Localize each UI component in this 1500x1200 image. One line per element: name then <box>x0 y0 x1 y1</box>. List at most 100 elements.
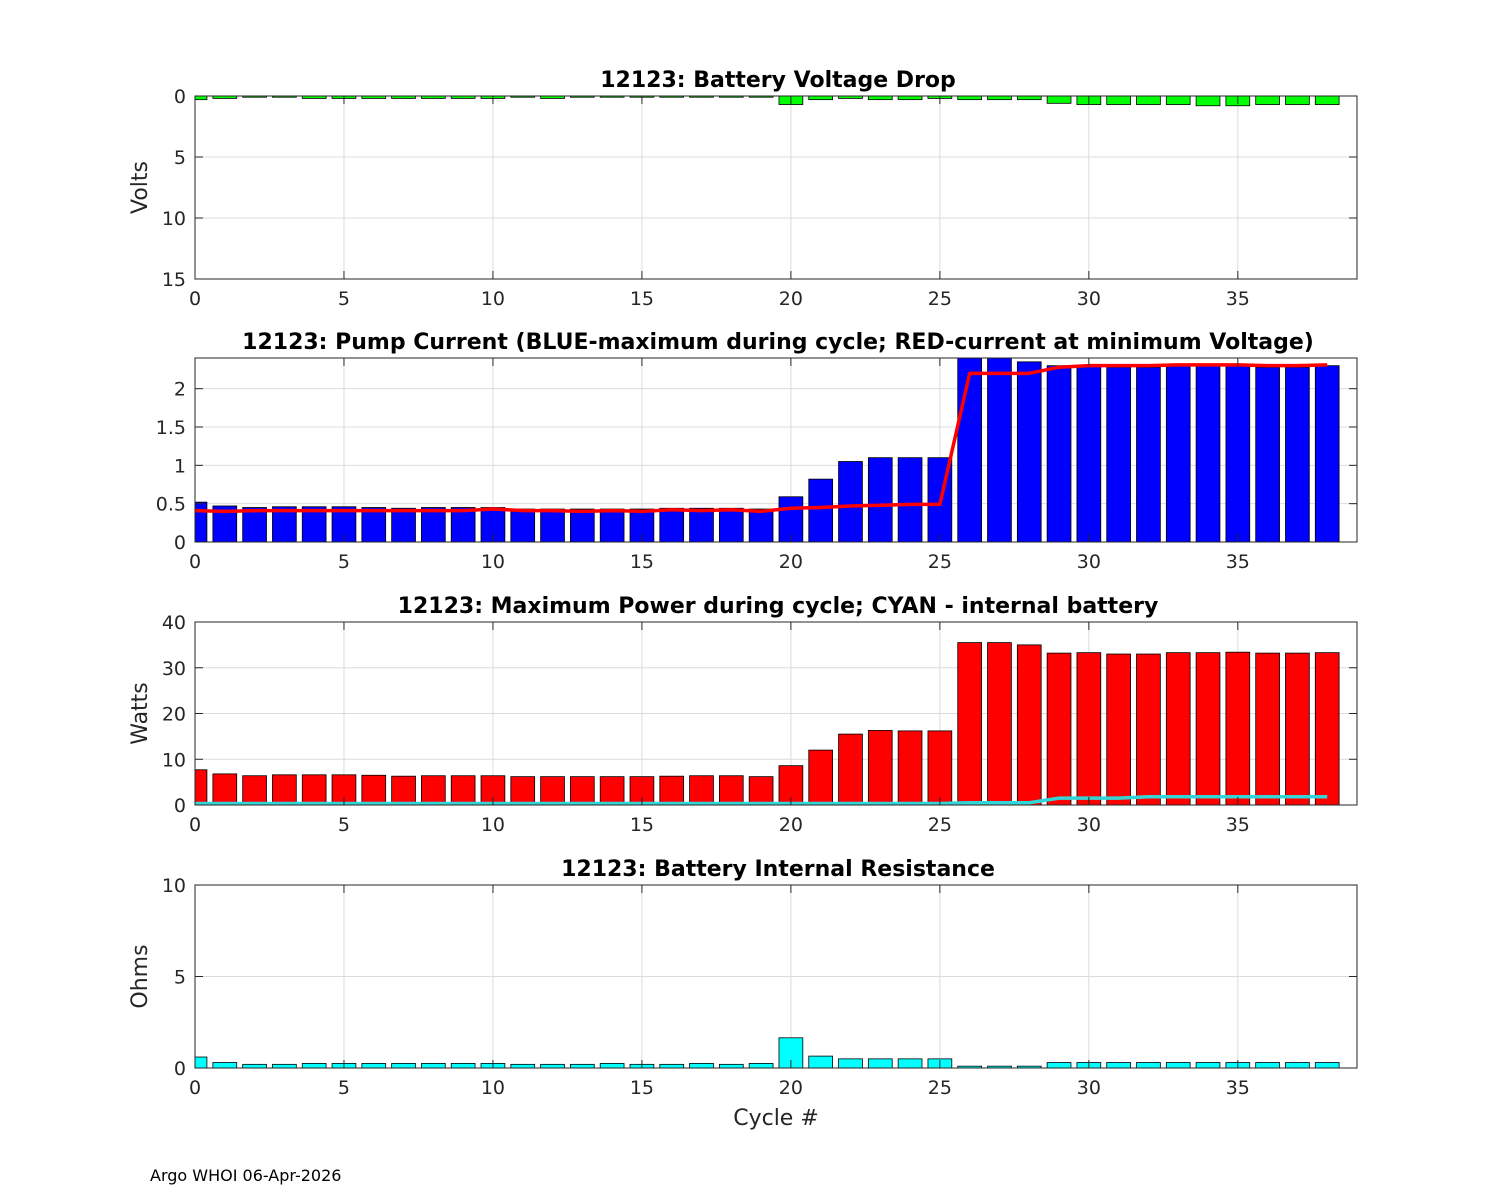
x-tick-label: 0 <box>189 288 201 310</box>
bar <box>689 1063 714 1069</box>
x-tick-label: 5 <box>338 288 350 310</box>
bar <box>838 461 863 543</box>
bar <box>1195 652 1221 806</box>
bar <box>689 775 714 806</box>
subplot-title: 12123: Maximum Power during cycle; CYAN … <box>398 594 1159 619</box>
y-tick-label: 20 <box>162 704 186 726</box>
y-tick-label: 1 <box>174 455 186 477</box>
x-tick-label: 15 <box>630 1077 654 1099</box>
bar <box>748 1063 774 1069</box>
x-tick-label: 20 <box>779 551 803 573</box>
bar <box>1165 95 1191 105</box>
bar <box>510 776 536 806</box>
bar <box>748 776 774 806</box>
bar <box>1165 365 1191 543</box>
bar <box>1106 95 1131 105</box>
bar <box>272 774 297 806</box>
x-tick-label: 10 <box>481 288 505 310</box>
x-tick-label: 30 <box>1077 551 1101 573</box>
bar <box>1136 653 1161 806</box>
bar <box>1165 1062 1191 1069</box>
y-tick-label: 10 <box>162 749 186 771</box>
subplot-title: 12123: Pump Current (BLUE-maximum during… <box>242 330 1314 355</box>
axes-frame <box>194 357 1358 543</box>
x-tick-label: 5 <box>338 814 350 836</box>
bar <box>957 642 982 806</box>
bar <box>1314 1062 1340 1069</box>
y-tick-label: 10 <box>162 208 186 230</box>
bar <box>391 1063 416 1069</box>
y-axis-label: Ohms <box>128 944 153 1008</box>
x-tick-label: 25 <box>928 551 952 573</box>
x-tick-label: 5 <box>338 1077 350 1099</box>
bar <box>659 1063 685 1069</box>
bar <box>897 457 923 543</box>
bar <box>391 775 416 806</box>
bar <box>570 508 595 543</box>
y-tick-label: 30 <box>162 658 186 680</box>
bar <box>1046 95 1072 104</box>
bar <box>987 642 1012 806</box>
bar <box>540 1063 565 1069</box>
bar <box>808 1055 834 1069</box>
x-tick-label: 5 <box>338 551 350 573</box>
bar <box>391 507 416 543</box>
x-tick-label: 15 <box>630 288 654 310</box>
series-line <box>195 795 1328 806</box>
bar <box>838 1058 863 1069</box>
bar <box>570 1063 595 1069</box>
y-tick-label: 0 <box>174 1058 186 1080</box>
x-tick-label: 30 <box>1077 1077 1101 1099</box>
footer-label: Argo WHOI 06-Apr-2026 <box>150 1166 342 1185</box>
bar <box>301 774 327 806</box>
bar <box>301 1063 327 1069</box>
x-tick-label: 20 <box>779 1077 803 1099</box>
x-tick-label: 35 <box>1226 551 1250 573</box>
x-tick-label: 30 <box>1077 288 1101 310</box>
bar <box>1285 652 1310 806</box>
y-tick-label: 10 <box>162 875 186 897</box>
x-axis-label: Cycle # <box>733 1106 819 1131</box>
x-tick-label: 0 <box>189 1077 201 1099</box>
bar <box>867 1058 893 1069</box>
bar <box>540 508 565 543</box>
x-tick-label: 15 <box>630 551 654 573</box>
bar <box>718 775 744 806</box>
bar <box>957 95 982 101</box>
bar <box>212 773 238 806</box>
bar <box>450 775 476 806</box>
bar <box>987 357 1012 543</box>
bar <box>1136 95 1161 105</box>
y-tick-label: 0 <box>174 532 186 554</box>
bar <box>194 501 208 543</box>
bar <box>808 478 834 543</box>
bar <box>1285 95 1310 105</box>
bar <box>748 508 774 543</box>
bar <box>1285 366 1310 543</box>
bar <box>272 1063 297 1069</box>
y-tick-label: 0 <box>174 86 186 108</box>
axes-frame <box>194 95 1358 280</box>
bar <box>718 1063 744 1069</box>
bar <box>1314 652 1340 806</box>
subplot-1: 0 5 10 15 20 25 30 35 0 5 10 15 12123: Battery Volta… <box>128 68 1358 310</box>
subplot-title: 12123: Battery Voltage Drop <box>600 68 956 93</box>
x-tick-label: 35 <box>1226 288 1250 310</box>
bar <box>838 733 863 806</box>
bar <box>867 730 893 806</box>
bar <box>361 507 387 543</box>
subplot-4: 0 5 10 15 20 25 30 35 0 5 10 12123: Battery Interna… <box>128 857 1358 1131</box>
bar <box>1195 1062 1221 1069</box>
y-tick-label: 5 <box>174 967 186 989</box>
bar <box>1255 95 1280 105</box>
bar <box>1136 1062 1161 1069</box>
plot-area <box>195 96 1357 279</box>
y-tick-label: 2 <box>174 379 186 401</box>
x-tick-label: 0 <box>189 551 201 573</box>
bar <box>1314 365 1340 543</box>
bar <box>570 776 595 806</box>
bar <box>1106 1062 1131 1069</box>
y-axis-label: Volts <box>128 161 153 214</box>
x-tick-label: 35 <box>1226 814 1250 836</box>
